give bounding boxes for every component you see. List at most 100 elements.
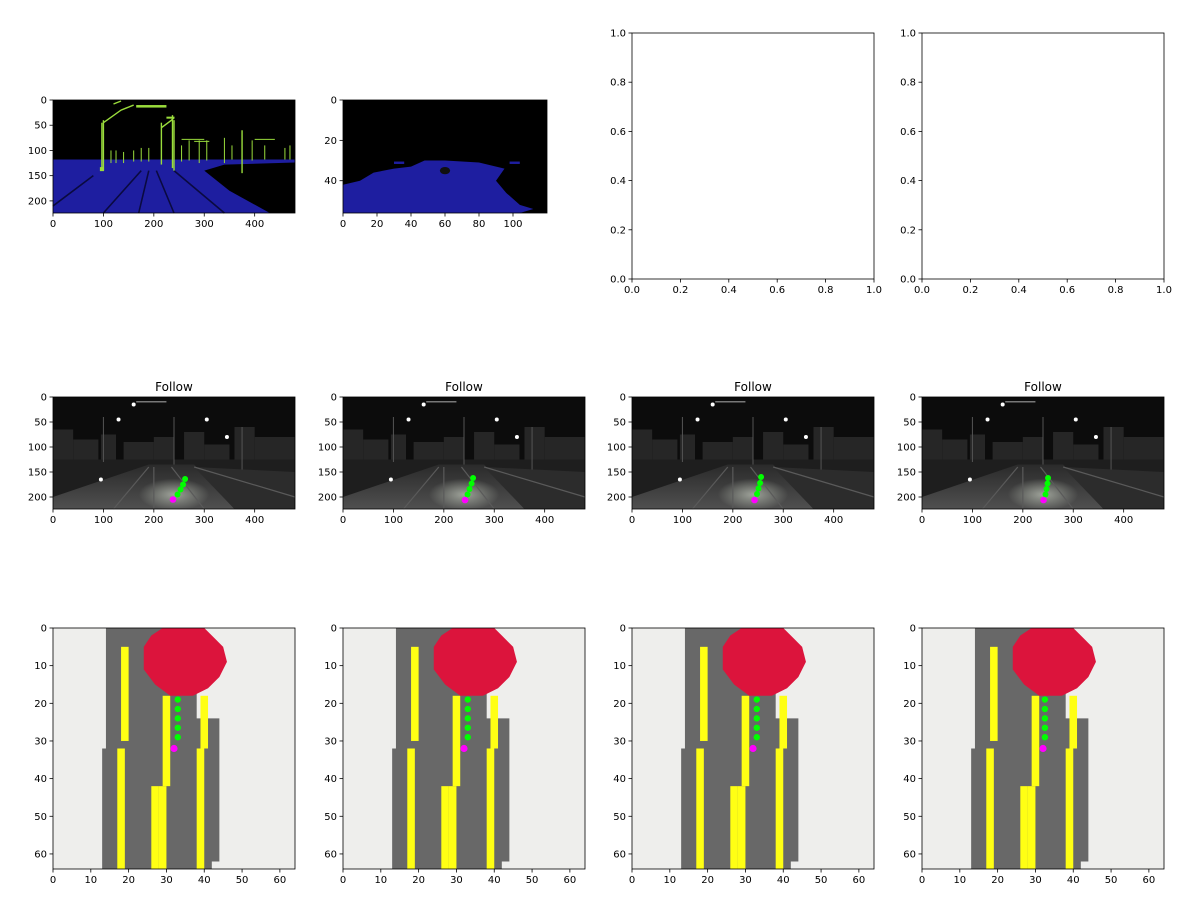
waypoint-marker bbox=[753, 734, 760, 741]
waypoint-marker bbox=[177, 486, 184, 493]
camera-headlight-glow bbox=[138, 478, 210, 511]
bev-lane-marking bbox=[200, 695, 209, 749]
seg-lane-line bbox=[52, 175, 94, 207]
x-tick-label: 0.4 bbox=[721, 285, 737, 296]
seg-streetlight-head bbox=[136, 105, 167, 108]
camera-lane-marking bbox=[171, 466, 205, 510]
waypoint-marker bbox=[754, 491, 761, 497]
plot-area-bev-4 bbox=[922, 628, 1164, 869]
axes-empty-axes-1: 0.0 0.2 0.4 0.6 0.8 1.0 0.0 0.2 0.4 0.6 0.8 1.0 bbox=[610, 29, 882, 297]
y-tick-label: 0.2 bbox=[900, 225, 916, 236]
x-tick-label: 20 bbox=[371, 219, 384, 230]
camera-building bbox=[234, 427, 255, 462]
waypoint-marker bbox=[755, 485, 762, 492]
y-tick-label: 100 bbox=[607, 443, 626, 454]
seg-lane-line bbox=[137, 170, 150, 214]
y-tick-label: 0.4 bbox=[900, 176, 916, 187]
y-tick-label: 50 bbox=[903, 418, 916, 429]
plot-area-camera-3 bbox=[632, 397, 875, 511]
seg-lane-line bbox=[102, 170, 142, 214]
camera-building bbox=[544, 437, 585, 462]
axes-frame bbox=[52, 99, 296, 214]
y-tick-label: 200 bbox=[897, 493, 916, 504]
y-tick-label: 50 bbox=[34, 418, 47, 429]
y-tick-label: 150 bbox=[318, 468, 337, 479]
seg-road-region bbox=[53, 159, 295, 213]
waypoint-marker bbox=[1041, 724, 1049, 731]
axes-title: Follow bbox=[155, 380, 193, 394]
plot-area-bev-3 bbox=[632, 628, 874, 869]
y-tick-label: 10 bbox=[324, 661, 337, 672]
camera-light bbox=[1000, 402, 1005, 407]
plot-area-empty-axes-1 bbox=[632, 33, 874, 279]
seg-crop-road bbox=[343, 160, 534, 213]
x-tick-label: 50 bbox=[526, 875, 539, 886]
camera-light bbox=[985, 417, 990, 422]
axes-camera-1: 0 100 200 300 400 0 50 100 150 200 Follow bbox=[28, 380, 296, 526]
y-tick-label: 0.6 bbox=[610, 127, 626, 138]
x-tick-label: 20 bbox=[122, 875, 135, 886]
camera-building bbox=[363, 439, 389, 460]
x-tick-label: 20 bbox=[412, 875, 425, 886]
ego-marker bbox=[751, 496, 758, 504]
waypoint-marker bbox=[180, 481, 187, 488]
y-tick-label: 50 bbox=[34, 812, 47, 823]
camera-streetlight-head bbox=[1005, 401, 1036, 403]
waypoint-marker bbox=[182, 476, 189, 482]
camera-building bbox=[1022, 437, 1043, 460]
seg-lane-line bbox=[173, 170, 225, 214]
axes-camera-2: 0 100 200 300 400 0 50 100 150 200 Follow bbox=[318, 380, 586, 526]
axes-frame bbox=[921, 32, 1165, 280]
waypoint-marker bbox=[1041, 705, 1049, 713]
x-tick-label: 10 bbox=[663, 875, 676, 886]
axes-frame bbox=[631, 627, 875, 870]
y-tick-label: 50 bbox=[34, 121, 47, 132]
camera-light bbox=[695, 417, 700, 422]
waypoint-marker bbox=[174, 724, 181, 731]
waypoint-marker bbox=[174, 715, 181, 722]
x-tick-label: 30 bbox=[1029, 875, 1042, 886]
camera-light bbox=[514, 435, 519, 439]
x-tick-label: 50 bbox=[815, 875, 828, 886]
camera-light bbox=[406, 417, 411, 422]
bev-vehicle bbox=[433, 628, 517, 696]
y-tick-label: 0 bbox=[41, 393, 47, 404]
camera-building bbox=[833, 437, 874, 462]
x-tick-label: 400 bbox=[1114, 515, 1133, 526]
camera-lane-marking bbox=[403, 466, 440, 510]
bev-lane-marking bbox=[730, 786, 738, 869]
axes-frame bbox=[52, 396, 296, 510]
waypoint-marker bbox=[1045, 475, 1052, 481]
plot-area-segmentation-crop bbox=[343, 100, 547, 213]
camera-building bbox=[53, 429, 74, 460]
x-tick-label: 10 bbox=[374, 875, 387, 886]
x-tick-label: 40 bbox=[1067, 875, 1080, 886]
y-tick-label: 200 bbox=[28, 493, 47, 504]
camera-light bbox=[421, 402, 426, 407]
axes-frame bbox=[631, 32, 875, 280]
axes-frame bbox=[342, 627, 586, 870]
camera-lane-marking bbox=[692, 466, 729, 510]
x-tick-label: 20 bbox=[991, 875, 1004, 886]
camera-light bbox=[1073, 417, 1078, 422]
x-tick-label: 30 bbox=[160, 875, 173, 886]
camera-building bbox=[390, 434, 407, 460]
x-tick-label: 100 bbox=[673, 515, 692, 526]
y-tick-label: 150 bbox=[897, 468, 916, 479]
y-tick-label: 40 bbox=[34, 774, 47, 785]
empty-plot-area bbox=[922, 33, 1164, 279]
y-tick-label: 60 bbox=[613, 849, 626, 860]
y-tick-label: 50 bbox=[903, 812, 916, 823]
y-tick-label: 0 bbox=[331, 624, 337, 635]
bev-vehicle bbox=[722, 628, 806, 696]
seg-streetlight-head bbox=[166, 116, 175, 119]
x-tick-label: 0 bbox=[629, 515, 635, 526]
x-tick-label: 200 bbox=[144, 515, 163, 526]
bev-lane-marking bbox=[407, 748, 415, 869]
x-tick-label: 0 bbox=[919, 875, 925, 886]
camera-sidewalk bbox=[194, 467, 295, 509]
y-tick-label: 50 bbox=[324, 418, 337, 429]
camera-light bbox=[803, 435, 808, 439]
camera-lane-marking bbox=[483, 466, 586, 498]
bev-lane-marking bbox=[117, 748, 125, 869]
